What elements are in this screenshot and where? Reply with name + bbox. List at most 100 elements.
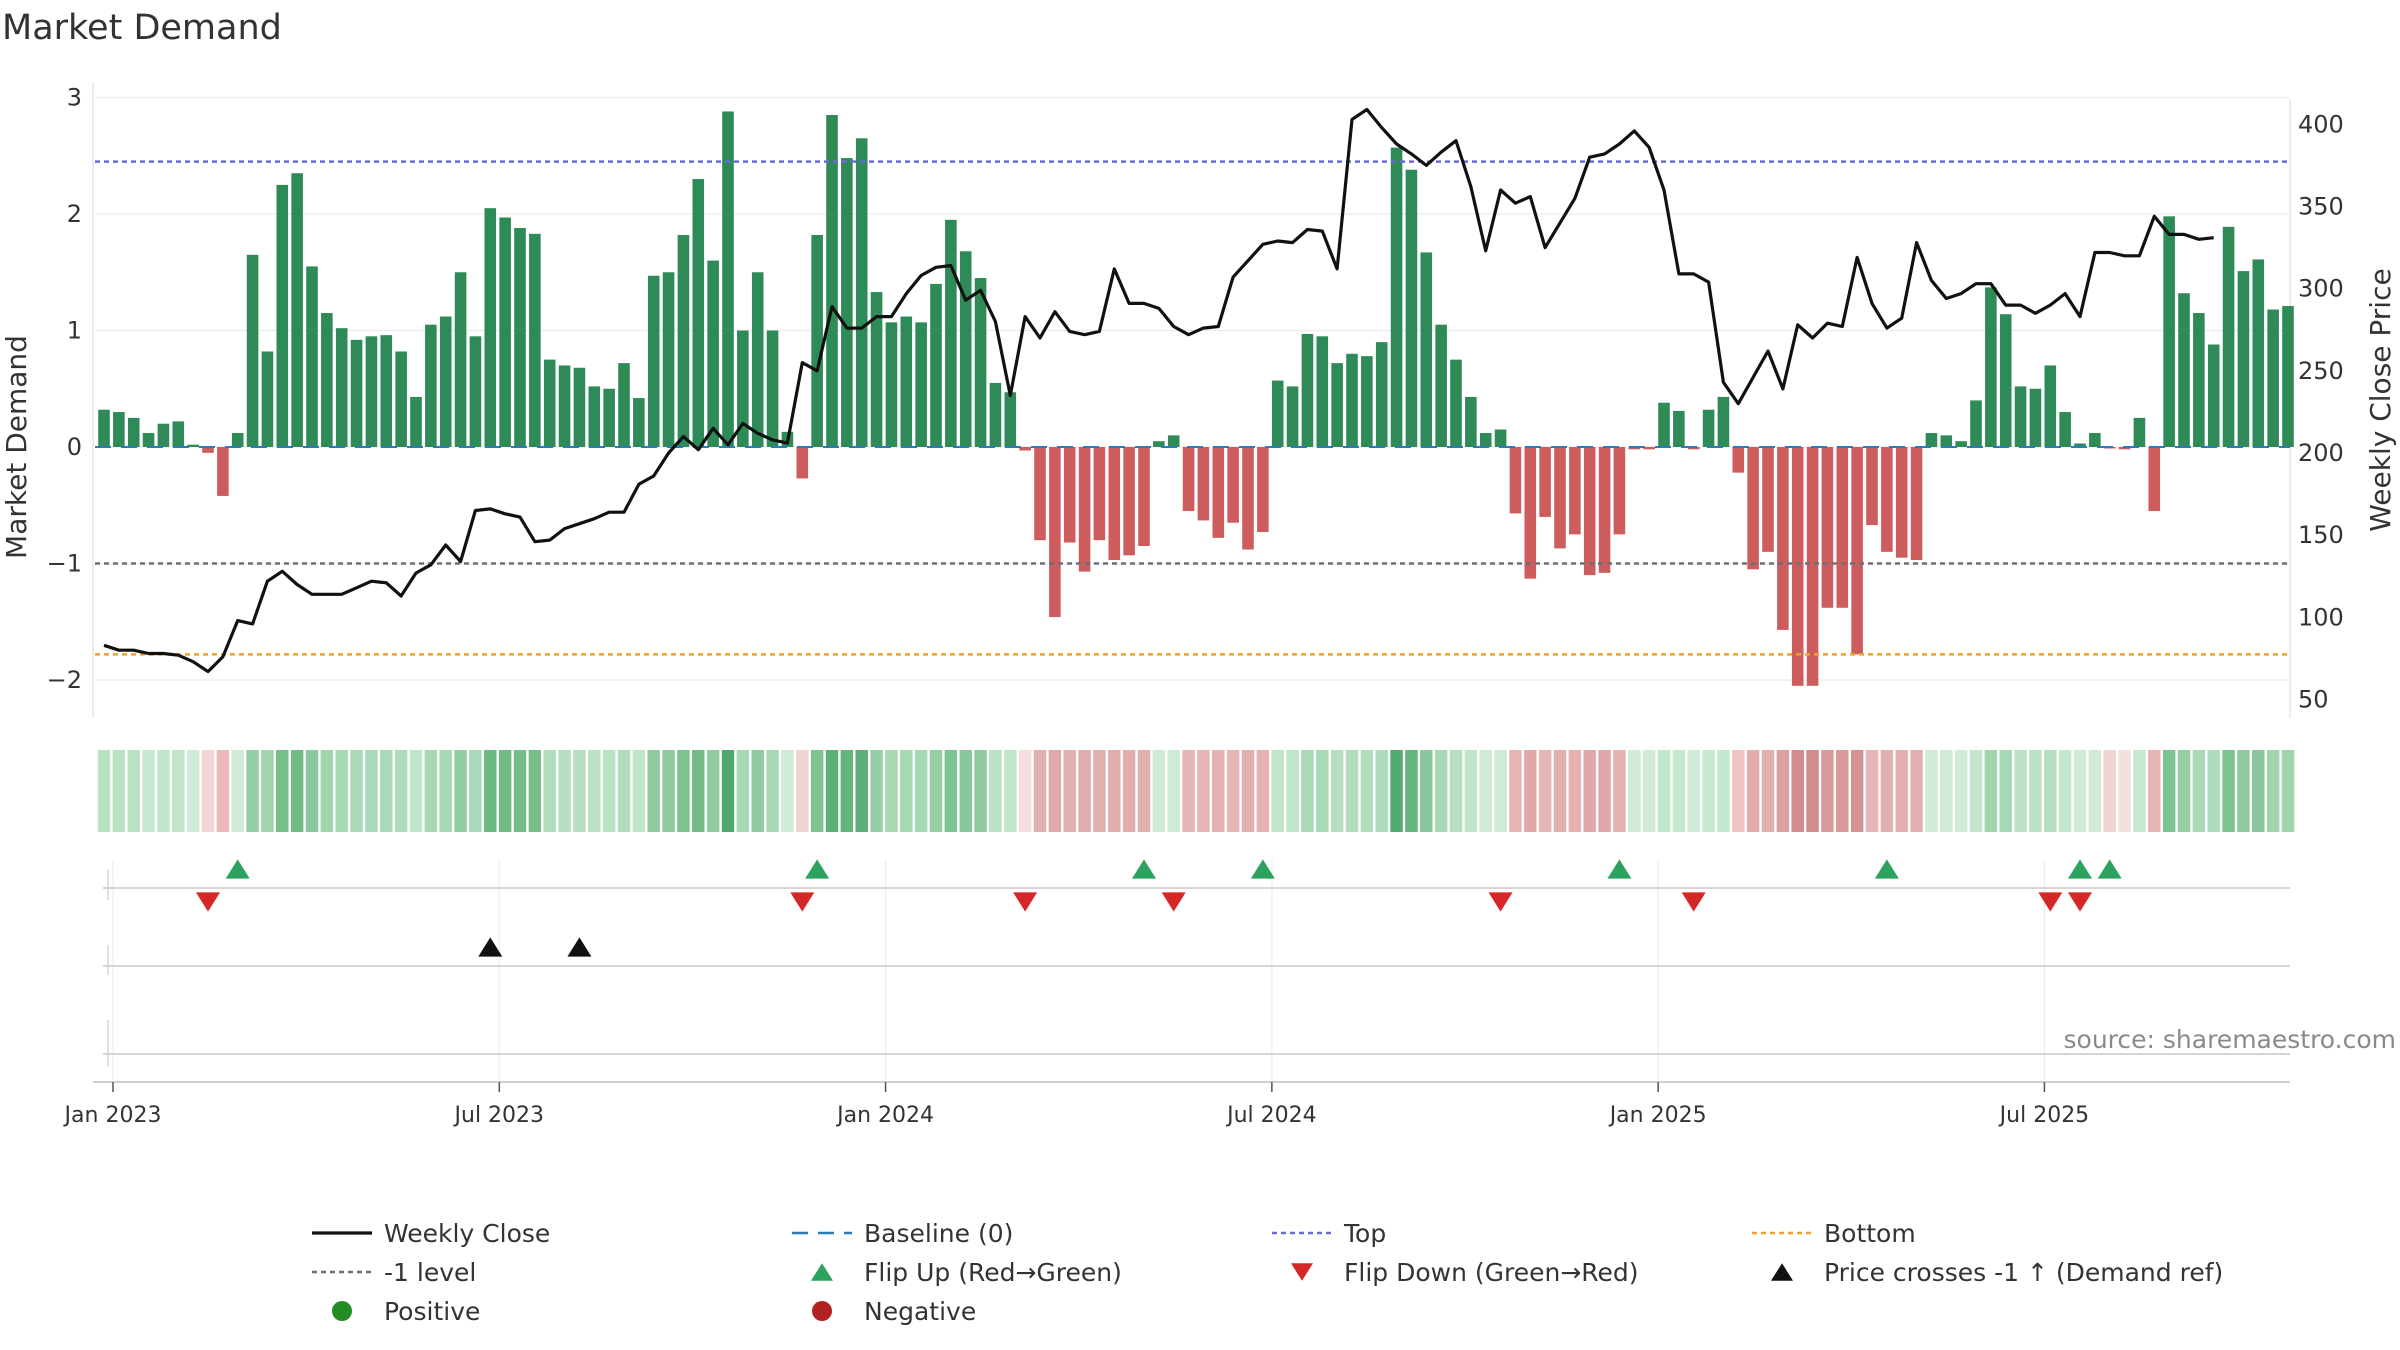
legend-swatch	[812, 1301, 832, 1321]
price-cross-marker	[478, 937, 503, 957]
heatmap-cell	[1717, 750, 1730, 832]
heatmap-cell	[1583, 750, 1596, 832]
y-axis-label-right: Weekly Close Price	[2364, 268, 2397, 531]
source-label: source: sharemaestro.com	[2064, 1025, 2397, 1054]
demand-bar	[142, 433, 155, 447]
heatmap-cell	[944, 750, 958, 832]
demand-bar	[335, 328, 348, 447]
heatmap-cell	[1553, 750, 1567, 832]
demand-bar	[1940, 435, 1953, 447]
demand-bar	[1153, 441, 1165, 447]
demand-bar	[172, 421, 185, 447]
demand-bar	[1479, 433, 1492, 447]
weekly-close-line	[103, 107, 2214, 674]
heatmap-cell	[1301, 750, 1314, 832]
demand-bar	[276, 184, 289, 447]
demand-bar	[692, 179, 705, 448]
heatmap-cell	[1821, 750, 1834, 832]
heatmap-cell	[2252, 750, 2265, 832]
demand-bar	[1346, 353, 1358, 447]
demand-bar	[2029, 388, 2042, 447]
legend-swatch	[1291, 1263, 1313, 1281]
heatmap-cell	[439, 750, 452, 832]
demand-bar	[1866, 447, 1878, 526]
heatmap-cell	[914, 750, 928, 832]
heatmap-cell	[276, 750, 289, 832]
heatmap-cell	[1524, 750, 1537, 832]
demand-bar	[855, 138, 868, 447]
demand-bar	[558, 365, 571, 447]
demand-bar	[1524, 447, 1537, 579]
demand-bar	[1435, 324, 1447, 447]
heatmap-cell	[1702, 750, 1715, 832]
demand-bar	[1762, 447, 1774, 552]
demand-bar	[974, 278, 987, 447]
heatmap-cell	[2014, 750, 2027, 832]
demand-bar	[885, 322, 898, 447]
demand-bar	[1717, 396, 1730, 447]
heatmap-cell	[394, 750, 408, 832]
demand-bar	[1910, 447, 1923, 561]
heatmap-cell	[751, 750, 764, 832]
flip-down-marker	[1161, 892, 1186, 912]
heatmap-cell	[929, 750, 943, 832]
demand-bar	[1286, 386, 1299, 447]
legend-label: Flip Up (Red→Green)	[864, 1258, 1122, 1287]
heatmap-cell	[810, 750, 824, 832]
heatmap-cell	[350, 750, 363, 832]
demand-bar	[350, 339, 363, 447]
demand-bar	[959, 251, 972, 447]
heatmap-cell	[1732, 750, 1745, 832]
legend-swatch	[811, 1263, 833, 1281]
demand-bar	[633, 398, 645, 447]
heatmap-cell	[1434, 750, 1448, 832]
chart-title: Market Demand	[2, 8, 282, 48]
demand-bar	[737, 330, 749, 447]
demand-bar	[410, 396, 422, 447]
demand-bar	[1450, 359, 1462, 447]
heatmap-cell	[2073, 750, 2087, 832]
demand-bar	[2074, 443, 2086, 447]
demand-bar	[573, 367, 586, 447]
demand-bar	[306, 266, 318, 447]
demand-bar	[1242, 447, 1254, 550]
heatmap-cell	[97, 750, 111, 832]
demand-bar	[1836, 447, 1849, 608]
demand-bar	[915, 322, 927, 447]
heatmap-cell	[602, 750, 616, 832]
heatmap-cell	[766, 750, 779, 832]
demand-bar	[2148, 447, 2161, 512]
heatmap-cell	[1078, 750, 1091, 832]
demand-bar	[1271, 380, 1284, 447]
demand-bar	[543, 359, 556, 447]
heatmap-cell	[974, 750, 987, 832]
heatmap-cell	[1093, 750, 1106, 832]
demand-bar	[796, 447, 809, 479]
legend-label: Weekly Close	[384, 1219, 550, 1248]
heatmap-cell	[617, 750, 631, 832]
heatmap-cell	[1865, 750, 1879, 832]
demand-bar	[529, 233, 541, 447]
demand-bar	[1955, 441, 1967, 447]
demand-bar	[425, 324, 437, 447]
heatmap-cell	[2148, 750, 2161, 832]
demand-bar	[751, 272, 764, 447]
heatmap-cell	[1018, 750, 1032, 832]
demand-bar	[454, 272, 467, 447]
y-tick-label-left: 3	[67, 84, 82, 112]
y-tick-label-right: 50	[2298, 686, 2329, 714]
heatmap-cell	[1256, 750, 1270, 832]
demand-bar	[1895, 447, 1908, 558]
y-tick-label-left: −1	[47, 550, 82, 578]
y-tick-label-left: −2	[47, 666, 82, 694]
heatmap-cell	[1197, 750, 1210, 832]
demand-bar	[217, 447, 229, 496]
heatmap-cell	[706, 750, 720, 832]
heatmap-cell	[959, 750, 972, 832]
heatmap-cell	[1375, 750, 1388, 832]
heatmap-cell	[335, 750, 348, 832]
x-tick-label: Jul 2025	[1998, 1103, 2090, 1128]
demand-bar	[2252, 259, 2265, 447]
demand-bar	[1643, 447, 1655, 450]
